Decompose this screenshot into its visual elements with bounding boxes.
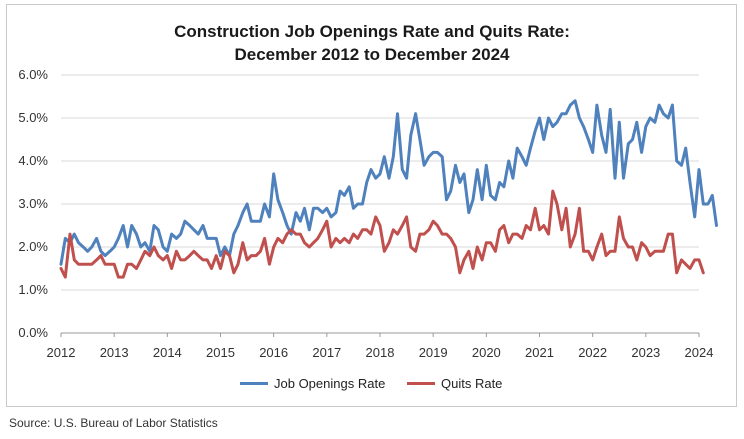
x-tick-label: 2022 xyxy=(578,345,607,360)
chart-subtitle: December 2012 to December 2024 xyxy=(234,45,510,64)
y-tick-label: 6.0% xyxy=(18,67,48,82)
series-lines xyxy=(59,99,718,279)
series-line-quits xyxy=(59,189,705,279)
source-note: Source: U.S. Bureau of Labor Statistics xyxy=(9,416,218,430)
x-tick-label: 2018 xyxy=(366,345,395,360)
x-tick-label: 2014 xyxy=(153,345,182,360)
x-tick-label: 2013 xyxy=(100,345,129,360)
legend-swatch-job-openings xyxy=(240,382,268,385)
y-tick-label: 4.0% xyxy=(18,153,48,168)
x-tick-label: 2016 xyxy=(259,345,288,360)
x-tick-label: 2017 xyxy=(312,345,341,360)
y-axis-tick-labels: 0.0% 1.0% 2.0% 3.0% 4.0% 5.0% 6.0% xyxy=(18,67,48,340)
legend-label-job-openings: Job Openings Rate xyxy=(274,376,386,391)
x-tick-label: 2019 xyxy=(419,345,448,360)
x-tick-label: 2024 xyxy=(685,345,714,360)
y-tick-label: 2.0% xyxy=(18,239,48,254)
x-tick-label: 2020 xyxy=(472,345,501,360)
x-tick-label: 2012 xyxy=(47,345,76,360)
y-tick-label: 3.0% xyxy=(18,196,48,211)
legend-label-quits: Quits Rate xyxy=(441,376,503,391)
x-axis-tick-labels: 2012 2013 2014 2015 2016 2017 2018 2019 2020 2021… xyxy=(47,333,714,360)
legend: Job Openings Rate Quits Rate xyxy=(0,376,744,396)
legend-item-job-openings: Job Openings Rate xyxy=(240,376,385,391)
series-line-job-openings xyxy=(59,99,718,266)
y-tick-label: 0.0% xyxy=(18,325,48,340)
gridlines xyxy=(61,74,699,334)
chart-frame xyxy=(6,4,737,407)
y-tick-label: 5.0% xyxy=(18,110,48,125)
x-tick-label: 2015 xyxy=(206,345,235,360)
y-tick-label: 1.0% xyxy=(18,282,48,297)
x-tick-label: 2023 xyxy=(631,345,660,360)
legend-swatch-quits xyxy=(407,382,435,385)
x-tick-label: 2021 xyxy=(525,345,554,360)
chart-title: Construction Job Openings Rate and Quits… xyxy=(174,22,570,41)
legend-item-quits: Quits Rate xyxy=(407,376,502,391)
